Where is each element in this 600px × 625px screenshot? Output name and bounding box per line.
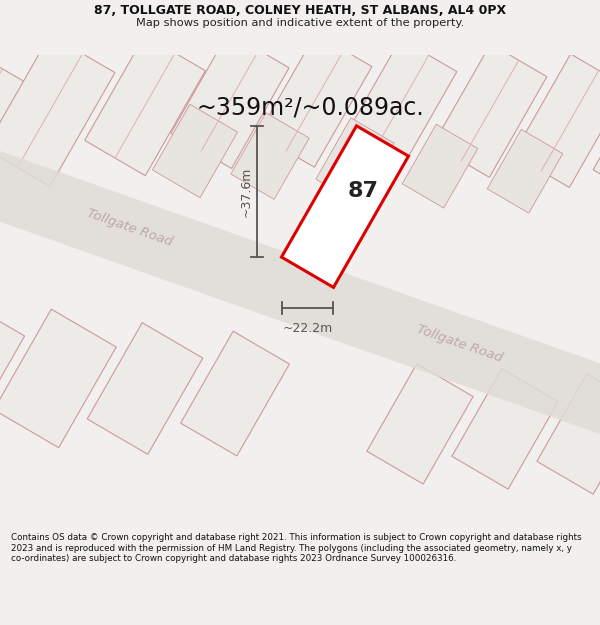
Text: 87, TOLLGATE ROAD, COLNEY HEATH, ST ALBANS, AL4 0PX: 87, TOLLGATE ROAD, COLNEY HEATH, ST ALBA… [94, 4, 506, 18]
Text: Map shows position and indicative extent of the property.: Map shows position and indicative extent… [136, 18, 464, 28]
Polygon shape [258, 34, 372, 168]
Text: 87: 87 [347, 181, 379, 201]
Polygon shape [152, 104, 238, 198]
Polygon shape [513, 54, 600, 188]
Polygon shape [0, 309, 116, 448]
Text: Tollgate Road: Tollgate Road [415, 323, 505, 365]
Polygon shape [85, 36, 205, 176]
Polygon shape [281, 126, 409, 288]
Text: Contains OS data © Crown copyright and database right 2021. This information is : Contains OS data © Crown copyright and d… [11, 533, 581, 563]
Text: ~37.6m: ~37.6m [240, 166, 253, 217]
Polygon shape [433, 44, 547, 177]
Text: ~359m²/~0.089ac.: ~359m²/~0.089ac. [196, 96, 424, 119]
Polygon shape [316, 118, 394, 204]
Polygon shape [452, 369, 558, 489]
Polygon shape [0, 49, 37, 203]
Polygon shape [181, 331, 289, 456]
Polygon shape [537, 374, 600, 494]
Polygon shape [402, 124, 478, 208]
Polygon shape [87, 322, 203, 454]
Polygon shape [487, 129, 563, 213]
Polygon shape [171, 32, 289, 169]
Polygon shape [0, 151, 600, 434]
Text: ~22.2m: ~22.2m [283, 322, 332, 335]
Polygon shape [593, 69, 600, 202]
Text: Tollgate Road: Tollgate Road [85, 206, 175, 248]
Polygon shape [367, 364, 473, 484]
Polygon shape [231, 112, 309, 199]
Polygon shape [0, 35, 115, 186]
Polygon shape [343, 39, 457, 173]
Polygon shape [0, 296, 25, 441]
